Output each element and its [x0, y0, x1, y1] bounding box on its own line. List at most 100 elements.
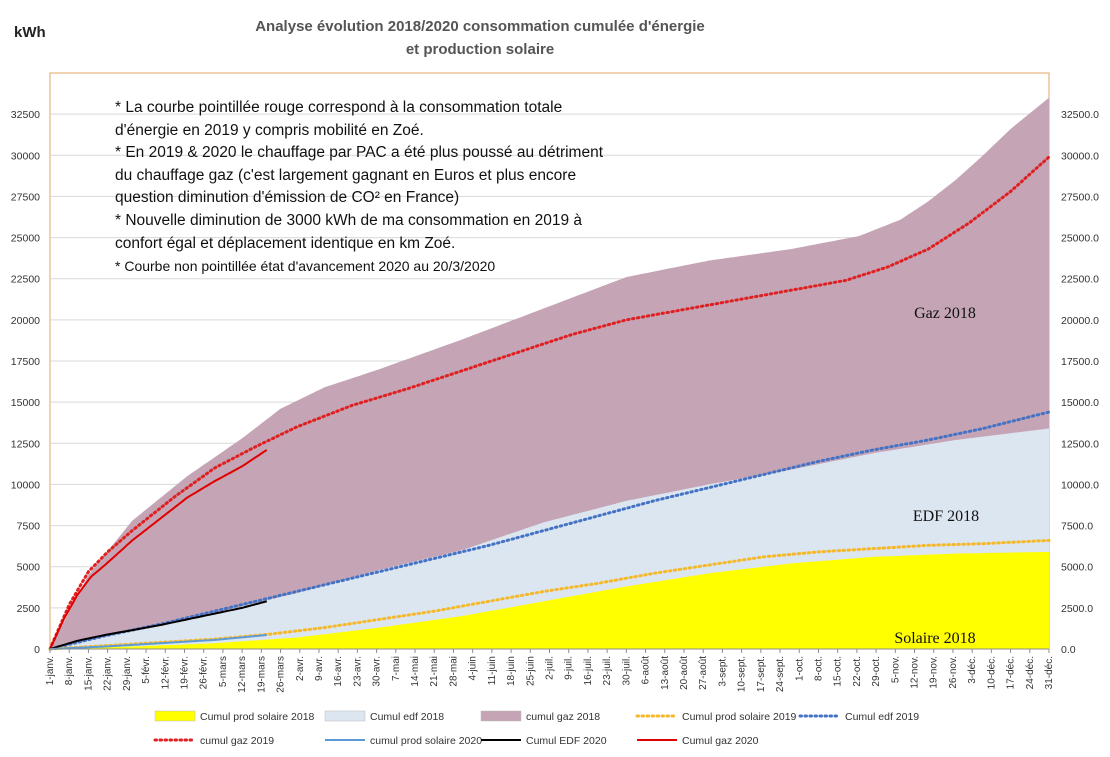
x-tick-label: 12-mars — [237, 656, 248, 693]
y-tick-label-left: 25000 — [11, 233, 40, 245]
y-tick-label-left: 7500 — [17, 521, 41, 533]
x-tick-label: 8-oct. — [813, 656, 824, 681]
x-tick-label: 17-sept. — [756, 656, 767, 692]
legend-swatch — [154, 710, 196, 722]
x-tick-label: 15-oct. — [833, 656, 844, 687]
x-tick-label: 20-août — [679, 656, 690, 690]
x-tick-label: 6-août — [641, 656, 652, 685]
y-tick-label-right: 12500.0 — [1061, 438, 1099, 450]
x-tick-label: 15-janv. — [83, 656, 94, 691]
y-tick-label-left: 22500 — [11, 274, 40, 286]
y-tick-label-left: 32500 — [11, 109, 40, 121]
y-tick-label-left: 15000 — [11, 397, 40, 409]
x-tick-label: 23-avr. — [352, 656, 363, 687]
x-tick-label: 12-nov. — [910, 656, 921, 689]
legend-label: Cumul prod solaire 2019 — [682, 711, 797, 723]
x-tick-label: 5-févr. — [141, 656, 152, 684]
legend-label: Cumul edf 2018 — [370, 711, 444, 723]
x-tick-label: 22-janv. — [103, 656, 114, 691]
y-tick-label-right: 17500.0 — [1061, 356, 1099, 368]
x-tick-label: 10-sept. — [737, 656, 748, 692]
x-tick-label: 27-août — [698, 656, 709, 690]
x-tick-label: 8-janv. — [64, 656, 75, 685]
x-tick-label: 11-juin — [487, 656, 498, 685]
x-tick-label: 25-juin — [525, 656, 536, 686]
legend-swatch — [324, 710, 366, 722]
y-tick-label-left: 5000 — [17, 562, 41, 574]
x-tick-label: 19-nov. — [929, 656, 940, 689]
x-tick-label: 14-mai — [410, 656, 421, 687]
x-tick-label: 12-févr. — [160, 656, 171, 689]
legend-label: Cumul prod solaire 2018 — [200, 711, 315, 723]
x-tick-label: 24-déc. — [1025, 656, 1036, 689]
x-tick-label: 16-juil. — [583, 656, 594, 685]
legend-item: Cumul EDF 2020 — [481, 735, 607, 747]
y-tick-label-left: 10000 — [11, 479, 40, 491]
x-tick-label: 4-juin — [468, 656, 479, 680]
note-3: * Nouvelle diminution de 3000 kWh de ma … — [115, 211, 582, 252]
y-tick-label-left: 17500 — [11, 356, 40, 368]
x-tick-label: 3-sept. — [717, 656, 728, 687]
legend-item: Cumul gaz 2020 — [637, 735, 759, 747]
x-tick-label: 17-déc. — [1006, 656, 1017, 689]
legend-item: cumul gaz 2018 — [480, 710, 600, 723]
y-tick-label-right: 22500.0 — [1061, 274, 1099, 286]
x-tick-label: 26-nov. — [948, 656, 959, 689]
legend-swatch — [480, 710, 522, 722]
x-tick-label: 30-juil. — [621, 656, 632, 685]
line-cumul-edf-2019 — [48, 410, 1051, 651]
x-tick-label: 29-oct. — [871, 656, 882, 687]
x-tick-label: 1-oct. — [794, 656, 805, 681]
annotation-edf-2018: EDF 2018 — [913, 508, 979, 525]
legend: Cumul prod solaire 2018 Cumul edf 2018 cum… — [153, 710, 919, 747]
legend-label: cumul prod solaire 2020 — [370, 735, 482, 747]
legend-item: cumul prod solaire 2020 — [325, 735, 482, 747]
legend-label: Cumul EDF 2020 — [526, 735, 607, 747]
x-tick-label: 18-juin — [506, 656, 517, 686]
x-tick-label: 2-juil. — [545, 656, 556, 680]
chart-title-line-2: et production solaire — [405, 41, 555, 58]
chart-title: Analyse évolution 2018/2020 consommation… — [180, 15, 780, 61]
x-tick-label: 5-mars — [218, 656, 229, 687]
legend-item: Cumul edf 2019 — [798, 711, 919, 723]
y-tick-label-right: 32500.0 — [1061, 109, 1099, 121]
y-tick-label-right: 5000.0 — [1061, 562, 1093, 574]
x-tick-label: 10-déc. — [986, 656, 997, 689]
x-tick-label: 7-mai — [391, 656, 402, 681]
note-4: * Courbe non pointillée état d'avancemen… — [115, 258, 496, 275]
line-cumul-edf-2020 — [49, 600, 268, 650]
legend-label: Cumul gaz 2020 — [682, 735, 759, 747]
y-tick-label-left: 27500 — [11, 191, 40, 203]
x-tick-label: 9-juil. — [564, 656, 575, 680]
y-tick-label-right: 20000.0 — [1061, 315, 1099, 327]
note-2: * En 2019 & 2020 le chauffage par PAC a … — [115, 144, 604, 207]
y-tick-label-right: 27500.0 — [1061, 191, 1099, 203]
y-tick-label-left: 2500 — [17, 603, 41, 615]
line-cumul-gaz-2019 — [48, 155, 1051, 651]
y-tick-label-right: 25000.0 — [1061, 233, 1099, 245]
y-tick-label-right: 30000.0 — [1061, 150, 1099, 162]
x-tick-label: 9-avr. — [314, 656, 325, 681]
chart-title-line-1: Analyse évolution 2018/2020 consommation… — [255, 18, 705, 35]
y-tick-label-right: 0.0 — [1061, 644, 1076, 656]
y-tick-label-left: 20000 — [11, 315, 40, 327]
x-tick-label: 22-oct. — [852, 656, 863, 687]
x-tick-label: 31-déc. — [1044, 656, 1055, 689]
x-tick-label: 5-nov. — [890, 656, 901, 683]
y-tick-label-right: 2500.0 — [1061, 603, 1093, 615]
line-cumul-gaz-2020 — [49, 449, 268, 650]
legend-label: cumul gaz 2018 — [526, 711, 600, 723]
x-tick-label: 13-août — [660, 656, 671, 690]
x-tick-label: 24-sept. — [775, 656, 786, 692]
x-tick-label: 2-avr. — [295, 656, 306, 681]
x-tick-label: 30-avr. — [372, 656, 383, 687]
line-cumul-prod-solaire-2020 — [49, 634, 267, 650]
x-tick-label: 26-mars — [276, 656, 287, 693]
x-tick-label: 21-mai — [429, 656, 440, 687]
legend-item: Cumul prod solaire 2018 — [154, 710, 315, 723]
y-tick-label-left: 30000 — [11, 150, 40, 162]
y-tick-label-right: 7500.0 — [1061, 521, 1093, 533]
x-tick-label: 19-févr. — [179, 656, 190, 689]
y-tick-label-right: 10000.0 — [1061, 479, 1099, 491]
